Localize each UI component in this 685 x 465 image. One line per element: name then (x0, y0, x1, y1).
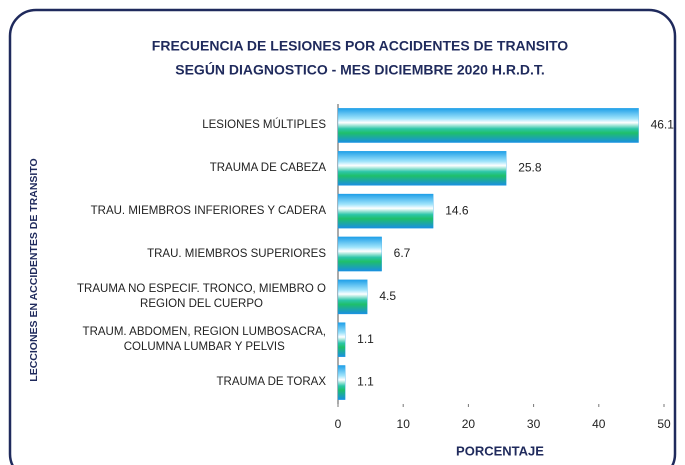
y-tick-label: TRAUM. ABDOMEN, REGION LUMBOSACRA, COLUM… (82, 325, 326, 353)
bar (337, 236, 382, 272)
value-label: 25.8 (518, 160, 542, 174)
y-tick-label: TRAUMA NO ESPECIF. TRONCO, MIEMBRO O REG… (77, 282, 326, 310)
value-label: 46.1 (651, 118, 675, 132)
x-axis-label: PORCENTAJE (456, 443, 544, 458)
category-label-box: TRAUMA NO ESPECIF. TRONCO, MIEMBRO O REG… (77, 279, 326, 315)
category-label-box: TRAUMA DE TORAX (217, 365, 327, 401)
y-tick-label: TRAUMA DE CABEZA (209, 161, 326, 174)
bar (337, 150, 507, 186)
chart-title: FRECUENCIA DE LESIONES POR ACCIDENTES DE… (152, 38, 569, 54)
value-label: 1.1 (357, 375, 374, 389)
category-label-box: TRAU. MIEMBROS INFERIORES Y CADERA (91, 193, 326, 229)
y-axis-label: LECCIONES EN ACCIDENTES DE TRANSITO (28, 158, 40, 381)
x-tick-label: 20 (462, 417, 476, 431)
value-label: 6.7 (394, 246, 411, 260)
x-tick-label: 0 (335, 417, 342, 431)
value-label: 14.6 (445, 203, 469, 217)
category-label-box: TRAUM. ABDOMEN, REGION LUMBOSACRA, COLUM… (83, 322, 326, 358)
bar (337, 322, 346, 358)
category-label-box: LESIONES MÚLTIPLES (202, 107, 326, 143)
bar (337, 193, 434, 229)
category-label-box: TRAU. MIEMBROS SUPERIORES (147, 236, 326, 272)
y-tick-label: TRAU. MIEMBROS SUPERIORES (147, 247, 326, 260)
x-tick-label: 40 (592, 417, 606, 431)
category-label-box: TRAUMA DE CABEZA (210, 150, 326, 186)
bar (337, 365, 346, 400)
value-label: 4.5 (379, 289, 396, 303)
x-tick-label: 10 (397, 417, 411, 431)
bar (337, 279, 368, 315)
value-label: 1.1 (357, 332, 374, 346)
chart-subtitle: SEGÚN DIAGNOSTICO - MES DICIEMBRE 2020 H… (175, 61, 545, 78)
y-tick-label: LESIONES MÚLTIPLES (202, 118, 326, 131)
x-tick-label: 50 (657, 417, 671, 431)
x-tick-label: 30 (527, 417, 541, 431)
y-tick-label: TRAUMA DE TORAX (216, 376, 327, 389)
bar (337, 108, 639, 143)
y-tick-label: TRAU. MIEMBROS INFERIORES Y CADERA (90, 204, 326, 217)
